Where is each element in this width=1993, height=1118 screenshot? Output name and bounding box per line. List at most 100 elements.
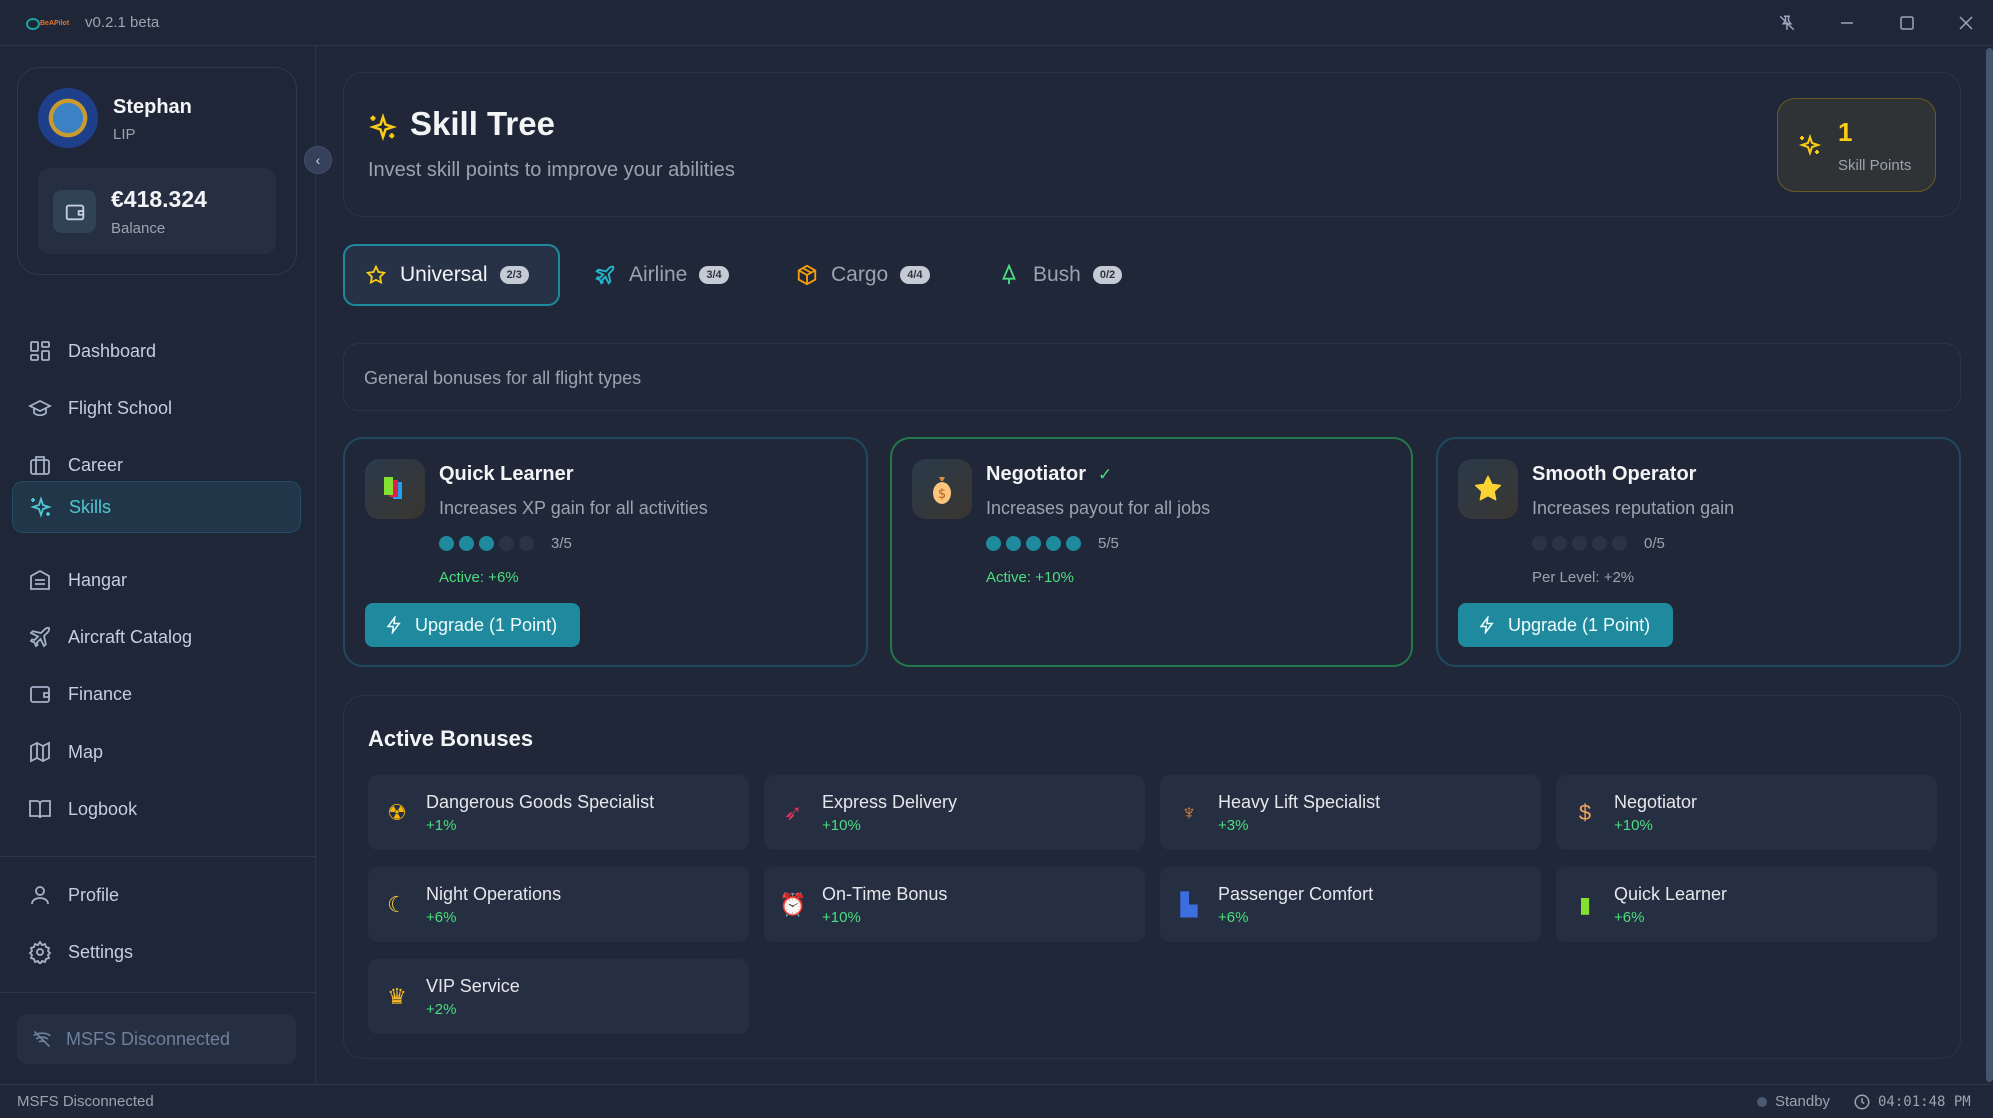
radioactive-icon: ☢ xyxy=(387,800,407,825)
balance-value: €418.324 xyxy=(111,186,207,212)
bonus-value: +6% xyxy=(426,909,457,926)
money-bag-icon: $ xyxy=(912,459,972,519)
sim-connection-status[interactable]: MSFS Disconnected xyxy=(17,1014,296,1064)
bonus-item: ☢ Dangerous Goods Specialist +1% xyxy=(368,775,749,850)
status-bar: MSFS Disconnected Standby 04:01:48 PM xyxy=(0,1084,1993,1118)
bonus-item: ▮ Quick Learner +6% xyxy=(1556,867,1937,942)
profile-card[interactable]: Stephan LIP €418.324 Balance xyxy=(17,67,297,275)
sidebar-item-finance[interactable]: Finance xyxy=(12,668,301,720)
bonus-value: +6% xyxy=(1218,909,1249,926)
category-description: General bonuses for all flight types xyxy=(364,368,642,388)
dashboard-icon xyxy=(30,341,50,361)
money-bag-icon: $ xyxy=(1578,800,1592,825)
sidebar-item-logbook[interactable]: Logbook xyxy=(12,783,301,835)
tab-cargo[interactable]: Cargo 4/4 xyxy=(776,244,950,306)
bonus-name: Quick Learner xyxy=(1614,884,1728,904)
lightning-icon xyxy=(1479,616,1494,634)
hangar-icon xyxy=(30,569,50,590)
bonus-value: +10% xyxy=(822,817,861,834)
unpin-icon[interactable] xyxy=(1767,0,1807,46)
tab-universal[interactable]: Universal 2/3 xyxy=(343,244,560,306)
skill-points-label: Skill Points xyxy=(1838,157,1912,174)
star-icon xyxy=(1458,459,1518,519)
skill-card-smooth-operator: Smooth Operator Increases reputation gai… xyxy=(1436,437,1961,667)
page-title: Skill Tree xyxy=(410,105,555,142)
bonus-name: On-Time Bonus xyxy=(822,884,948,904)
tab-bush[interactable]: Bush 0/2 xyxy=(978,244,1142,306)
bonus-name: Dangerous Goods Specialist xyxy=(426,792,655,812)
sidebar-item-map[interactable]: Map xyxy=(12,726,301,778)
category-description-box: General bonuses for all flight types xyxy=(343,343,1961,411)
level-indicator: 3/5 xyxy=(439,535,572,552)
status-dot xyxy=(1757,1097,1767,1107)
skill-status: Active: +10% xyxy=(986,569,1074,586)
skill-card-negotiator: $ Negotiator ✓ Increases payout for all j… xyxy=(890,437,1413,667)
bonus-value: +10% xyxy=(822,909,861,926)
bonus-item: ♆ Heavy Lift Specialist +3% xyxy=(1160,775,1541,850)
sidebar-item-skills[interactable]: Skills xyxy=(12,481,301,533)
package-icon xyxy=(797,264,817,286)
status-state: Standby xyxy=(1775,1093,1831,1110)
wallet-icon xyxy=(30,686,50,703)
upgrade-button[interactable]: Upgrade (1 Point) xyxy=(1458,603,1674,647)
active-bonuses-card: Active Bonuses xyxy=(343,695,1961,1059)
user-icon xyxy=(31,886,49,905)
user-name: Stephan xyxy=(113,96,192,118)
plane-icon xyxy=(595,265,615,285)
tab-airline[interactable]: Airline 3/4 xyxy=(574,244,749,306)
crown-icon: ♛ xyxy=(387,984,407,1009)
collapse-sidebar-button[interactable]: ‹ xyxy=(304,146,332,174)
tab-count: 2/3 xyxy=(499,266,529,284)
close-button[interactable] xyxy=(1946,0,1986,46)
scrollbar[interactable] xyxy=(1986,48,1993,1082)
tab-count: 0/2 xyxy=(1092,266,1123,284)
bonus-value: +6% xyxy=(1614,909,1645,926)
upgrade-button[interactable]: Upgrade (1 Point) xyxy=(365,603,581,647)
tab-count: 3/4 xyxy=(699,266,729,284)
app-logo: BeAPilot xyxy=(22,14,69,32)
bonus-item: ➶ Express Delivery +10% xyxy=(764,775,1145,850)
svg-text:$: $ xyxy=(938,487,946,502)
bonus-value: +1% xyxy=(426,817,457,834)
rocket-icon: ➶ xyxy=(783,800,803,825)
sidebar-item-career[interactable]: Career xyxy=(12,439,301,491)
sidebar-item-flight-school[interactable]: Flight School xyxy=(12,382,301,434)
bonus-item: ☾ Night Operations +6% xyxy=(368,867,749,942)
bonus-name: Night Operations xyxy=(426,884,562,904)
tree-icon xyxy=(1002,264,1016,285)
bonus-name: Passenger Comfort xyxy=(1218,884,1374,904)
maximize-button[interactable] xyxy=(1887,0,1927,46)
title-bar: BeAPilot v0.2.1 beta xyxy=(0,0,1993,46)
star-icon xyxy=(365,264,387,285)
briefcase-icon xyxy=(30,456,50,475)
skill-status: Active: +6% xyxy=(439,569,519,586)
divider xyxy=(0,992,316,993)
minimize-button[interactable] xyxy=(1827,0,1867,46)
bonus-item: ▙ Passenger Comfort +6% xyxy=(1160,867,1541,942)
sidebar-item-profile[interactable]: Profile xyxy=(12,869,301,921)
plane-icon xyxy=(29,626,51,648)
bonus-item: $ Negotiator +10% xyxy=(1556,775,1937,850)
bonus-item: ♛ VIP Service +2% xyxy=(368,959,749,1034)
skill-points-badge: 1 Skill Points xyxy=(1777,98,1936,192)
status-time: 04:01:48 PM xyxy=(1878,1093,1971,1110)
alarm-clock-icon: ⏰ xyxy=(779,892,807,917)
tab-count: 4/4 xyxy=(900,266,930,284)
sidebar-item-aircraft-catalog[interactable]: Aircraft Catalog xyxy=(12,611,301,663)
sidebar-item-settings[interactable]: Settings xyxy=(12,926,301,978)
gear-icon xyxy=(28,940,52,964)
app-version: v0.2.1 beta xyxy=(85,14,160,31)
bonus-value: +2% xyxy=(426,1001,457,1018)
wifi-off-icon xyxy=(33,1030,51,1048)
moon-icon: ☾ xyxy=(387,892,407,917)
header-card: Skill Tree Invest skill points to improv… xyxy=(343,72,1961,217)
sidebar-item-hangar[interactable]: Hangar xyxy=(12,554,301,606)
graduation-cap-icon xyxy=(28,399,52,417)
bonus-item: ⏰ On-Time Bonus +10% xyxy=(764,867,1145,942)
user-rank: LIP xyxy=(113,126,136,143)
level-indicator: 0/5 xyxy=(1532,535,1665,552)
sparkles-icon xyxy=(369,113,397,141)
status-sim: MSFS Disconnected xyxy=(17,1093,154,1110)
sidebar-item-dashboard[interactable]: Dashboard xyxy=(12,325,301,377)
skill-status: Per Level: +2% xyxy=(1532,569,1635,586)
